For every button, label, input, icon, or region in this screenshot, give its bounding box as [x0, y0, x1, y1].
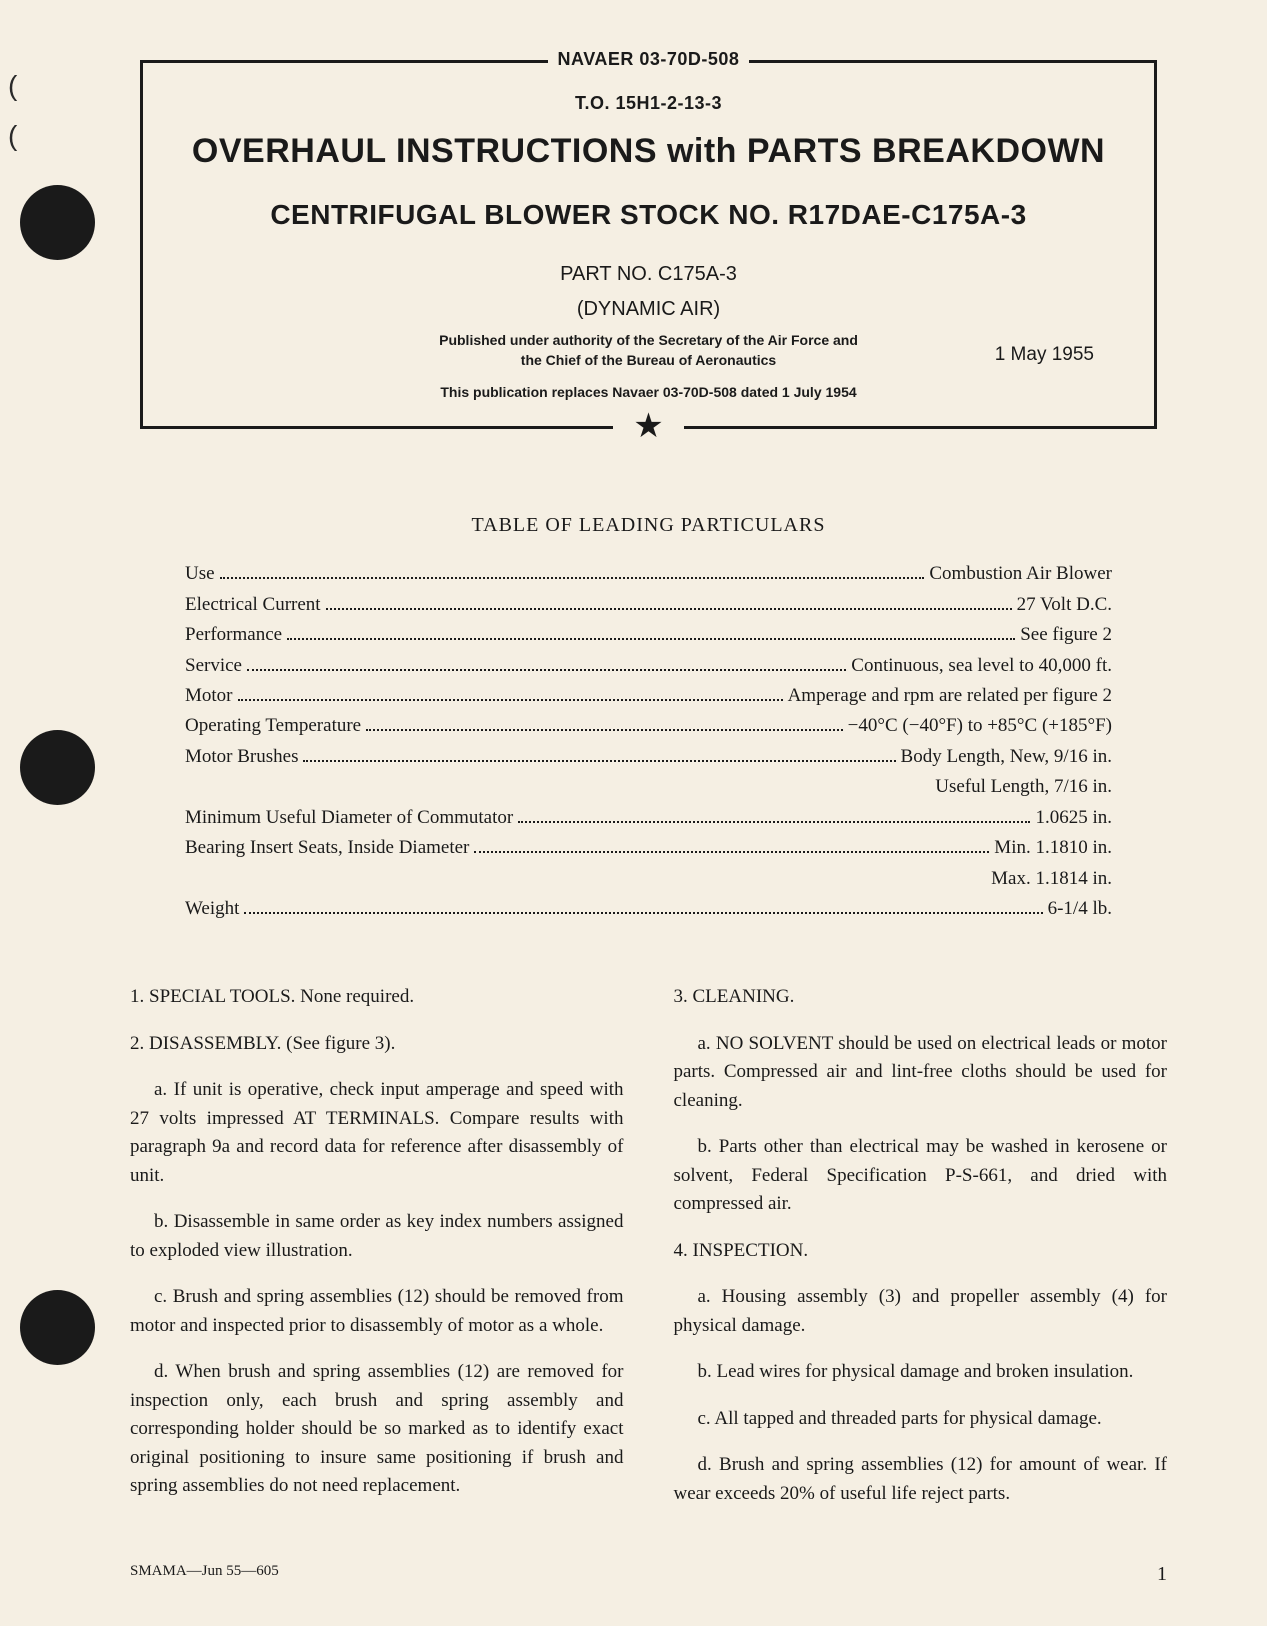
- leader-dots: [518, 821, 1030, 823]
- page-footer: SMAMA—Jun 55—605 1: [130, 1563, 1167, 1586]
- doc-title: OVERHAUL INSTRUCTIONS with PARTS BREAKDO…: [173, 132, 1124, 171]
- particulars-row: Max. 1.1814 in.: [185, 864, 1112, 893]
- authority-line-1: Published under authority of the Secreta…: [439, 332, 858, 348]
- doc-id-wrap: NAVAER 03-70D-508: [143, 49, 1154, 70]
- particulars-label: Performance: [185, 620, 282, 649]
- paragraph: c. Brush and spring assemblies (12) shou…: [130, 1283, 624, 1340]
- binder-hole: [20, 1290, 95, 1365]
- particulars-row: Service Continuous, sea level to 40,000 f…: [185, 651, 1112, 680]
- particulars-label: Operating Temperature: [185, 711, 361, 740]
- particulars-value: Amperage and rpm are related per figure …: [788, 681, 1112, 710]
- leader-dots: [287, 638, 1015, 640]
- leader-dots: [474, 851, 989, 853]
- paragraph: b. Disassemble in same order as key inde…: [130, 1208, 624, 1265]
- particulars-value: 27 Volt D.C.: [1017, 590, 1112, 619]
- particulars-row: Motor Amperage and rpm are related per fi…: [185, 681, 1112, 710]
- particulars-value: Max. 1.1814 in.: [991, 864, 1112, 893]
- particulars-row: Weight 6-1/4 lb.: [185, 894, 1112, 923]
- particulars-table: TABLE OF LEADING PARTICULARS Use Combusti…: [185, 514, 1112, 923]
- paragraph: a. If unit is operative, check input amp…: [130, 1076, 624, 1190]
- part-number: PART NO. C175A-3: [173, 263, 1124, 286]
- authority-text: Published under authority of the Secreta…: [173, 331, 1124, 370]
- binder-hole: [20, 185, 95, 260]
- particulars-row: Motor Brushes Body Length, New, 9/16 in.: [185, 742, 1112, 771]
- binder-hole: [20, 730, 95, 805]
- particulars-row: Use Combustion Air Blower: [185, 559, 1112, 588]
- particulars-row: Performance See figure 2: [185, 620, 1112, 649]
- edge-mark: (: [8, 120, 17, 152]
- leader-dots: [238, 699, 783, 701]
- footer-left: SMAMA—Jun 55—605: [130, 1563, 279, 1586]
- leader-dots: [244, 912, 1042, 914]
- doc-id: NAVAER 03-70D-508: [548, 49, 750, 69]
- leader-dots: [247, 669, 846, 671]
- particulars-row: Electrical Current 27 Volt D.C.: [185, 590, 1112, 619]
- particulars-row: Minimum Useful Diameter of Commutator 1.0…: [185, 803, 1112, 832]
- left-column: 1. SPECIAL TOOLS. None required. 2. DISAS…: [130, 983, 624, 1526]
- particulars-value: 6-1/4 lb.: [1048, 894, 1112, 923]
- paragraph: a. Housing assembly (3) and propeller as…: [674, 1283, 1168, 1340]
- particulars-value: Body Length, New, 9/16 in.: [901, 742, 1112, 771]
- page: ( ( NAVAER 03-70D-508 T.O. 15H1-2-13-3 O…: [0, 0, 1267, 1626]
- particulars-label: Minimum Useful Diameter of Commutator: [185, 803, 513, 832]
- paragraph: 1. SPECIAL TOOLS. None required.: [130, 983, 624, 1012]
- leader-dots: [303, 760, 895, 762]
- leader-dots: [366, 729, 843, 731]
- paragraph: 4. INSPECTION.: [674, 1237, 1168, 1266]
- particulars-label: Motor Brushes: [185, 742, 298, 771]
- authority-line-2: the Chief of the Bureau of Aeronautics: [521, 352, 776, 368]
- particulars-value: See figure 2: [1020, 620, 1112, 649]
- edge-mark: (: [8, 70, 17, 102]
- header-box: NAVAER 03-70D-508 T.O. 15H1-2-13-3 OVERH…: [140, 60, 1157, 429]
- particulars-row: Operating Temperature −40°C (−40°F) to +8…: [185, 711, 1112, 740]
- particulars-label: Electrical Current: [185, 590, 321, 619]
- paragraph: 3. CLEANING.: [674, 983, 1168, 1012]
- particulars-value: Min. 1.1810 in.: [994, 833, 1112, 862]
- paragraph: b. Parts other than electrical may be wa…: [674, 1133, 1168, 1219]
- particulars-value: Useful Length, 7/16 in.: [935, 772, 1112, 801]
- doc-subtitle: CENTRIFUGAL BLOWER STOCK NO. R17DAE-C175…: [173, 199, 1124, 231]
- right-column: 3. CLEANING. a. NO SOLVENT should be used…: [674, 983, 1168, 1526]
- particulars-label: Weight: [185, 894, 239, 923]
- particulars-label: Service: [185, 651, 242, 680]
- body-columns: 1. SPECIAL TOOLS. None required. 2. DISAS…: [130, 983, 1167, 1526]
- publication-date: 1 May 1955: [995, 344, 1094, 366]
- paragraph: a. NO SOLVENT should be used on electric…: [674, 1030, 1168, 1116]
- particulars-value: 1.0625 in.: [1035, 803, 1112, 832]
- paragraph: b. Lead wires for physical damage and br…: [674, 1358, 1168, 1387]
- to-id: T.O. 15H1-2-13-3: [173, 93, 1124, 114]
- particulars-row: Bearing Insert Seats, Inside Diameter Min…: [185, 833, 1112, 862]
- leader-dots: [220, 577, 925, 579]
- paragraph: c. All tapped and threaded parts for phy…: [674, 1405, 1168, 1434]
- particulars-label: Motor: [185, 681, 233, 710]
- particulars-value: Combustion Air Blower: [929, 559, 1112, 588]
- replaces-text: This publication replaces Navaer 03-70D-…: [173, 384, 1124, 400]
- particulars-label: Bearing Insert Seats, Inside Diameter: [185, 833, 469, 862]
- page-number: 1: [1157, 1563, 1167, 1586]
- dynamic-air: (DYNAMIC AIR): [173, 298, 1124, 321]
- leader-dots: [326, 608, 1012, 610]
- paragraph: d. Brush and spring assemblies (12) for …: [674, 1451, 1168, 1508]
- particulars-title: TABLE OF LEADING PARTICULARS: [185, 514, 1112, 537]
- particulars-value: Continuous, sea level to 40,000 ft.: [851, 651, 1112, 680]
- particulars-row: Useful Length, 7/16 in.: [185, 772, 1112, 801]
- paragraph: 2. DISASSEMBLY. (See figure 3).: [130, 1030, 624, 1059]
- paragraph: d. When brush and spring assemblies (12)…: [130, 1358, 624, 1501]
- particulars-value: −40°C (−40°F) to +85°C (+185°F): [848, 711, 1112, 740]
- star-divider: ★: [143, 410, 1154, 444]
- particulars-label: Use: [185, 559, 215, 588]
